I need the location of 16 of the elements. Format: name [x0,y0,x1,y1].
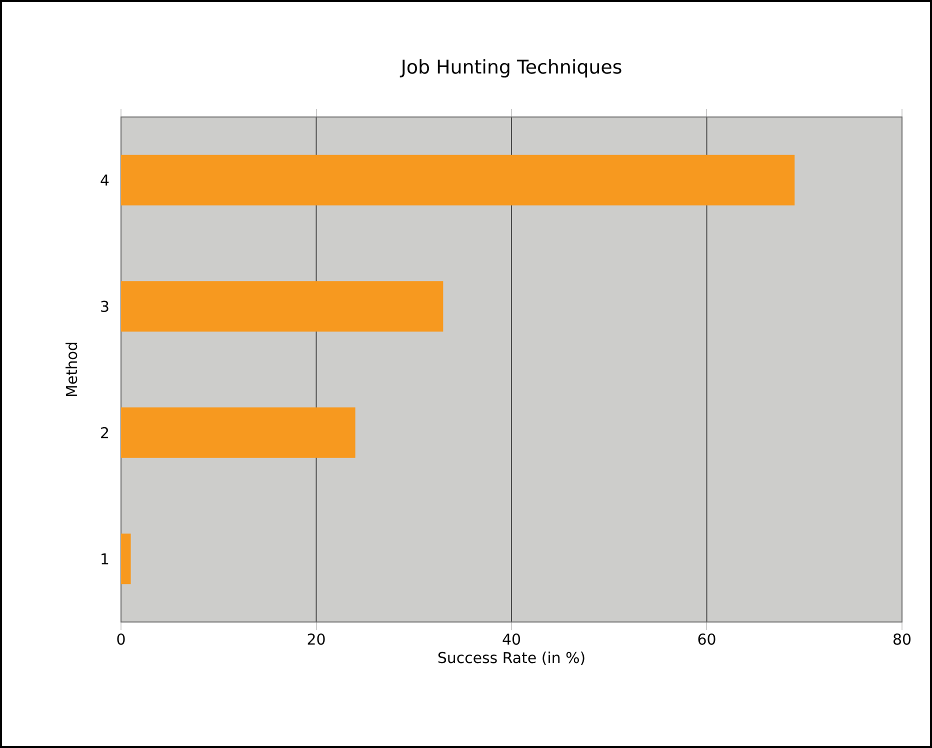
y-tick-label: 4 [100,174,109,186]
x-tick-label: 80 [894,634,911,645]
x-axis-title: Success Rate (in %) [438,652,584,665]
x-tick-label: 0 [117,634,125,645]
y-tick-label: 1 [102,553,108,564]
x-tick-label: 60 [698,634,716,645]
bar [121,154,795,206]
bar [121,407,356,458]
y-axis-title: Method [66,342,78,396]
chart-title: Job Hunting Techniques [400,59,622,78]
x-tick-label: 40 [502,634,520,645]
bar [121,534,131,584]
y-tick-label: 3 [101,300,108,312]
bar [121,281,444,332]
x-tick-label: 20 [308,634,325,645]
y-tick-label: 2 [101,427,108,438]
